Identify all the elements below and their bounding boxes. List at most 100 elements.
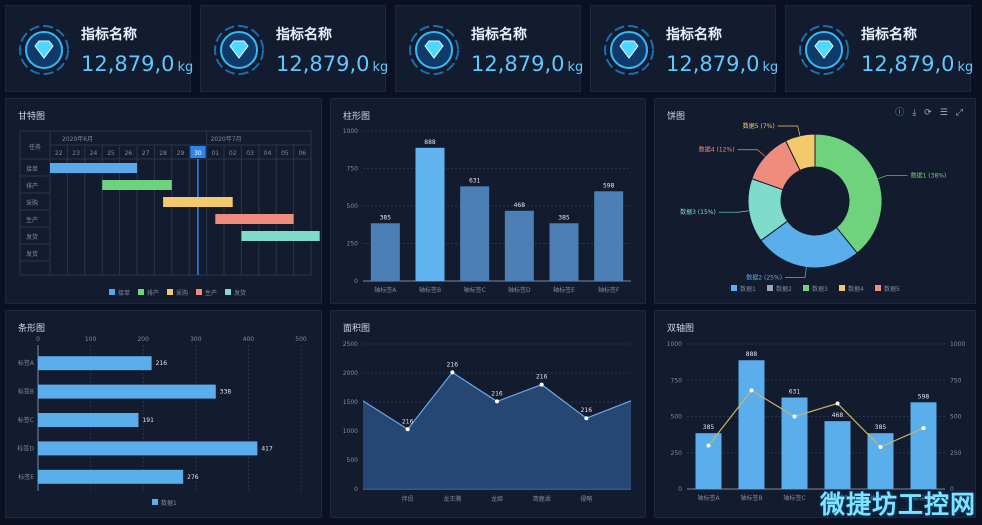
pie-callout-label: 数据4 (12%) — [699, 146, 735, 154]
y-tick-label: 标签B — [18, 388, 34, 396]
pie-leader-line — [785, 267, 807, 278]
legend-swatch — [225, 289, 231, 295]
gantt-row-label: 接单 — [26, 165, 38, 173]
data-label: 216 — [156, 360, 168, 367]
gantt-day-label: 01 — [211, 150, 219, 157]
y-tick-label: 0 — [354, 278, 358, 285]
gantt-day-label: 02 — [229, 150, 237, 157]
legend-label: 接单 — [118, 289, 130, 297]
gantt-day-label: 05 — [281, 150, 289, 157]
data-label: 385 — [558, 214, 570, 221]
bar — [38, 469, 184, 484]
area-panel: 面积图 0 500 1000 1500 2000 2500 216 216 216 216 216 伴… — [330, 310, 646, 518]
bar — [38, 413, 139, 427]
x-tick-label: 鸢鹿湖 — [533, 495, 551, 503]
data-label: 216 — [536, 374, 548, 381]
data-label: 216 — [491, 390, 503, 397]
bar — [38, 384, 216, 399]
expand-icon[interactable]: ⤢ — [955, 108, 963, 118]
x-tick-label: 轴标签F — [913, 494, 935, 502]
pie-callout-label: 数据1 (38%) — [911, 171, 947, 179]
data-label: 385 — [875, 424, 887, 431]
kpi-card: 指标名称 12,879,0 kg — [590, 5, 778, 92]
x-tick-label: 轴标签B — [740, 494, 762, 502]
diamond-icon — [604, 25, 654, 75]
y-tick-label: 250 — [671, 450, 683, 457]
x-tick-label: 伴侣 — [402, 495, 414, 503]
y-tick-label: 标签C — [18, 416, 34, 424]
gantt-month-label: 2020年6月 — [62, 135, 93, 143]
x-tick-label: 龙王腾 — [443, 495, 461, 503]
x-tick-label: 轴标签D — [508, 286, 531, 294]
legend-swatch — [138, 289, 144, 295]
kpi-name: 指标名称 — [861, 27, 917, 43]
data-label: 888 — [424, 139, 436, 146]
line-point — [878, 444, 883, 449]
legend-label: 数据1 — [740, 285, 756, 293]
list-icon[interactable]: ☰ — [939, 108, 948, 118]
pie-leader-line — [878, 174, 908, 179]
legend-swatch — [839, 285, 845, 291]
panel-title: 双轴图 — [667, 324, 695, 334]
legend-swatch — [767, 285, 773, 291]
data-label: 598 — [603, 182, 615, 189]
line-series — [708, 389, 924, 448]
data-label: 338 — [220, 389, 232, 396]
x-tick-label: 500 — [295, 336, 307, 343]
pie-leader-line — [718, 210, 749, 213]
diamond-icon — [214, 25, 264, 75]
data-label: 216 — [447, 361, 459, 368]
data-label: 276 — [187, 474, 199, 481]
gantt-bar — [102, 180, 172, 190]
x-tick-label: 轴标签F — [598, 286, 620, 294]
gantt-day-label: 25 — [107, 150, 115, 157]
line-point — [921, 426, 926, 431]
y-tick-label: 1500 — [343, 399, 358, 406]
line-point — [749, 388, 754, 393]
legend-label: 发货 — [234, 289, 246, 297]
data-label: 888 — [746, 351, 758, 358]
legend-label: 采购 — [176, 289, 188, 297]
legend-label: 生产 — [205, 289, 217, 297]
gantt-day-label: 23 — [72, 150, 80, 157]
legend-label: 数据2 — [776, 285, 792, 293]
x-tick-label: 轴标签C — [464, 286, 486, 294]
bar — [867, 433, 894, 489]
x-tick-label: 龙姬 — [491, 495, 503, 503]
y-tick-label: 500 — [347, 457, 359, 464]
legend-swatch — [109, 289, 115, 295]
pie-slice — [784, 133, 816, 172]
y2-tick-label: 1000 — [950, 341, 965, 348]
diamond-icon — [799, 25, 849, 75]
gantt-day-label: 26 — [124, 150, 132, 157]
pie-leader-line — [777, 125, 801, 136]
bar — [38, 356, 152, 371]
x-tick-label: 100 — [85, 336, 97, 343]
bar — [549, 223, 579, 281]
horizontal-bar-chart: 0 100 200 300 400 500 216 标签A 338 标签B 191 标签C 417 标签D… — [17, 336, 307, 507]
legend-swatch — [875, 285, 881, 291]
panel-title: 条形图 — [18, 324, 46, 334]
data-label: 468 — [514, 202, 526, 209]
x-tick-label: 轴标签E — [553, 286, 575, 294]
download-icon[interactable]: ⤓ — [912, 108, 917, 118]
bar — [824, 421, 851, 489]
gantt-bar — [50, 163, 137, 173]
hbar-panel: 条形图 0 100 200 300 400 500 216 标签A 338 标签B 191 标签C 41… — [5, 310, 322, 518]
y-tick-label: 标签E — [18, 473, 34, 481]
gantt-day-label: 22 — [55, 150, 63, 157]
y-tick-label: 标签A — [18, 359, 35, 367]
refresh-icon[interactable]: ⟳ — [924, 108, 932, 118]
data-label: 598 — [918, 393, 930, 400]
gantt-row-label: 发货 — [26, 250, 38, 258]
gantt-row-label: 排产 — [26, 182, 38, 190]
legend-swatch — [196, 289, 202, 295]
data-point — [584, 416, 589, 421]
info-icon[interactable]: ⓘ — [895, 108, 905, 118]
legend-swatch — [731, 285, 737, 291]
y-tick-label: 0 — [354, 486, 358, 493]
pie-chart: 数据1 (38%) 数据2 (25%) 数据3 (15%) 数据4 (12%) 数据5 … — [680, 122, 947, 293]
x-tick-label: 200 — [137, 336, 149, 343]
bar — [460, 186, 490, 281]
x-tick-label: 0 — [36, 336, 40, 343]
